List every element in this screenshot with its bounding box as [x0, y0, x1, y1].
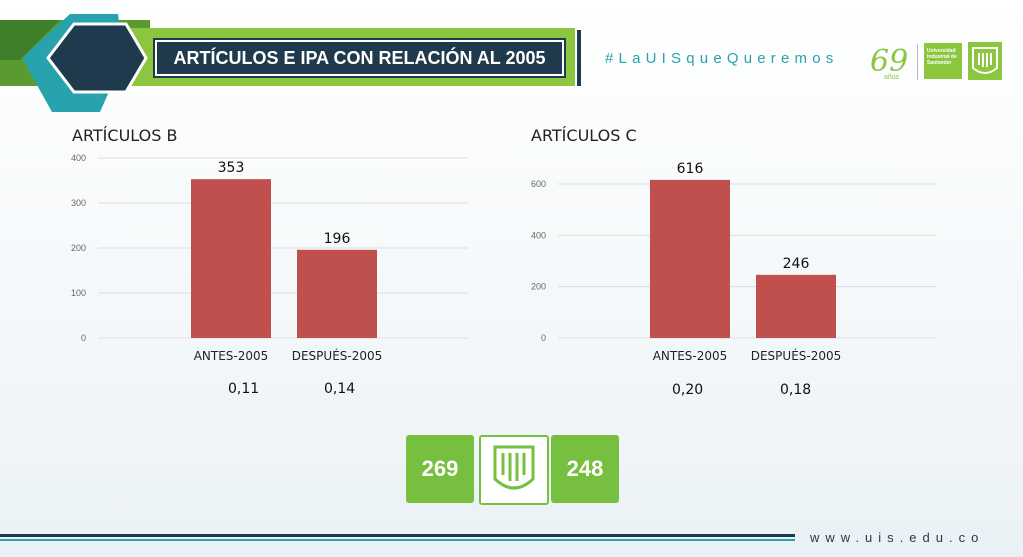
banner-navy-hexagon	[46, 22, 148, 94]
chart-c-ytick-label: 0	[541, 333, 546, 343]
footer-url: www.uis.edu.co	[810, 530, 985, 545]
chart-c-category-label: ANTES-2005	[653, 349, 728, 363]
anniversary-number: 69	[870, 44, 909, 79]
ipa-b-despues: 0,14	[324, 381, 356, 397]
chart-b-ytick-label: 300	[71, 198, 86, 208]
chart-b-category-label: ANTES-2005	[194, 349, 269, 363]
chart-c-data-label: 246	[783, 256, 810, 272]
uis-logo-icon	[493, 445, 535, 490]
chart-c-category-label: DESPUÉS-2005	[751, 348, 842, 363]
uis-logo-box	[479, 435, 549, 505]
chart-c-ytick-label: 600	[531, 179, 546, 189]
logo-divider	[917, 44, 918, 80]
chart-articulos-c: 0 200 400 600 616 ANTES-2005 246 DESPUÉS-2005	[531, 161, 936, 363]
chart-c-bar	[650, 179, 730, 338]
banner-dark-corner	[0, 20, 60, 60]
chart-b-title: ARTÍCULOS B	[72, 126, 178, 145]
header-banner	[0, 14, 918, 112]
chart-b-ytick-label: 100	[71, 288, 86, 298]
uis-shield-logo	[968, 42, 1002, 80]
total-right-box: 248	[551, 435, 619, 503]
total-left-box: 269	[406, 435, 474, 503]
chart-b-data-label: 196	[324, 231, 351, 247]
chart-b-ytick-label: 400	[71, 153, 86, 163]
anniversary-unit: años	[884, 74, 900, 81]
chart-c-ytick-label: 200	[531, 282, 546, 292]
university-name-logo: Universidad Industrial de Santander	[924, 43, 962, 79]
chart-b-category-label: DESPUÉS-2005	[292, 348, 383, 363]
chart-articulos-b: 0 100 200 300 400 353 ANTES-2005 196 DESPUÉS-200…	[71, 153, 468, 363]
header-divider	[577, 30, 581, 86]
chart-c-title: ARTÍCULOS C	[531, 126, 637, 145]
chart-c-ytick-label: 400	[531, 230, 546, 240]
footer-lines	[0, 534, 795, 541]
chart-b-ytick-label: 0	[81, 333, 86, 343]
chart-b-ytick-label: 200	[71, 243, 86, 253]
chart-c-bar	[756, 274, 836, 338]
chart-b-bar	[191, 179, 271, 338]
chart-b-data-label: 353	[218, 160, 245, 176]
chart-c-data-label: 616	[677, 161, 704, 177]
ipa-c-antes: 0,20	[672, 382, 704, 398]
ipa-c-despues: 0,18	[780, 382, 812, 398]
ipa-b-antes: 0,11	[228, 381, 260, 397]
hashtag-text: #LaUISqueQueremos	[605, 50, 839, 67]
slide-title: ARTÍCULOS E IPA CON RELACIÓN AL 2005	[153, 38, 566, 78]
chart-b-bar	[297, 249, 377, 338]
